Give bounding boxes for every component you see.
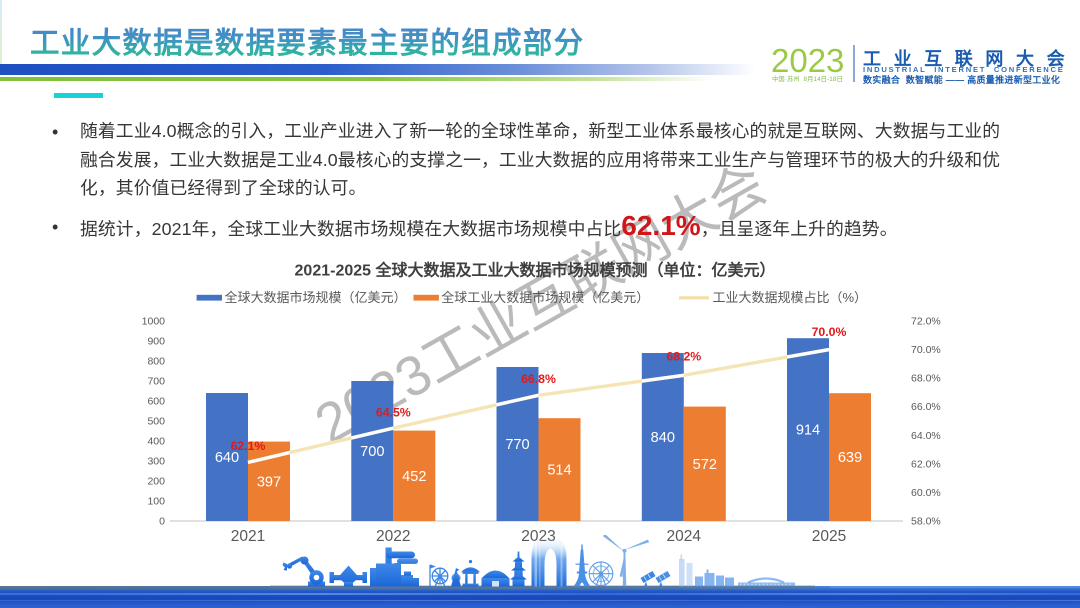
svg-text:70.0%: 70.0% <box>911 344 941 356</box>
svg-text:914: 914 <box>796 423 820 439</box>
svg-text:500: 500 <box>147 416 165 428</box>
svg-text:64.0%: 64.0% <box>911 430 941 442</box>
svg-text:300: 300 <box>147 456 165 468</box>
svg-text:770: 770 <box>505 437 529 453</box>
svg-text:100: 100 <box>147 496 165 508</box>
svg-text:2024: 2024 <box>667 528 702 545</box>
svg-text:0: 0 <box>159 516 165 528</box>
svg-text:2022: 2022 <box>376 528 410 545</box>
svg-text:2025: 2025 <box>812 528 846 545</box>
svg-text:68.2%: 68.2% <box>666 350 701 364</box>
svg-text:66.8%: 66.8% <box>521 372 556 386</box>
svg-text:66.0%: 66.0% <box>911 401 941 413</box>
svg-text:514: 514 <box>547 463 571 479</box>
svg-text:840: 840 <box>651 430 675 446</box>
svg-text:800: 800 <box>147 356 165 368</box>
svg-text:72.0%: 72.0% <box>911 316 941 328</box>
svg-text:700: 700 <box>147 376 165 388</box>
svg-text:64.5%: 64.5% <box>376 406 411 420</box>
svg-text:62.1%: 62.1% <box>231 439 266 453</box>
svg-text:全球工业大数据市场规模（亿美元）: 全球工业大数据市场规模（亿美元） <box>441 290 649 305</box>
svg-text:1000: 1000 <box>142 316 166 328</box>
svg-text:68.0%: 68.0% <box>911 373 941 385</box>
svg-text:60.0%: 60.0% <box>911 487 941 499</box>
svg-text:200: 200 <box>147 476 165 488</box>
svg-text:70.0%: 70.0% <box>812 325 847 339</box>
svg-text:2021-2025 全球大数据及工业大数据市场规模预测（单位: 2021-2025 全球大数据及工业大数据市场规模预测（单位：亿美元） <box>295 261 776 280</box>
svg-text:900: 900 <box>147 336 165 348</box>
svg-text:62.0%: 62.0% <box>911 458 941 470</box>
svg-text:600: 600 <box>147 396 165 408</box>
svg-text:工业大数据规模占比（%）: 工业大数据规模占比（%） <box>713 290 868 305</box>
svg-text:全球大数据市场规模（亿美元）: 全球大数据市场规模（亿美元） <box>225 290 407 305</box>
svg-text:397: 397 <box>257 474 281 490</box>
svg-text:452: 452 <box>402 469 426 485</box>
svg-text:572: 572 <box>693 457 717 473</box>
svg-text:2021: 2021 <box>231 528 265 545</box>
svg-text:639: 639 <box>838 450 862 466</box>
svg-text:58.0%: 58.0% <box>911 516 941 528</box>
svg-text:700: 700 <box>360 444 384 460</box>
svg-text:400: 400 <box>147 436 165 448</box>
svg-text:640: 640 <box>215 450 239 466</box>
